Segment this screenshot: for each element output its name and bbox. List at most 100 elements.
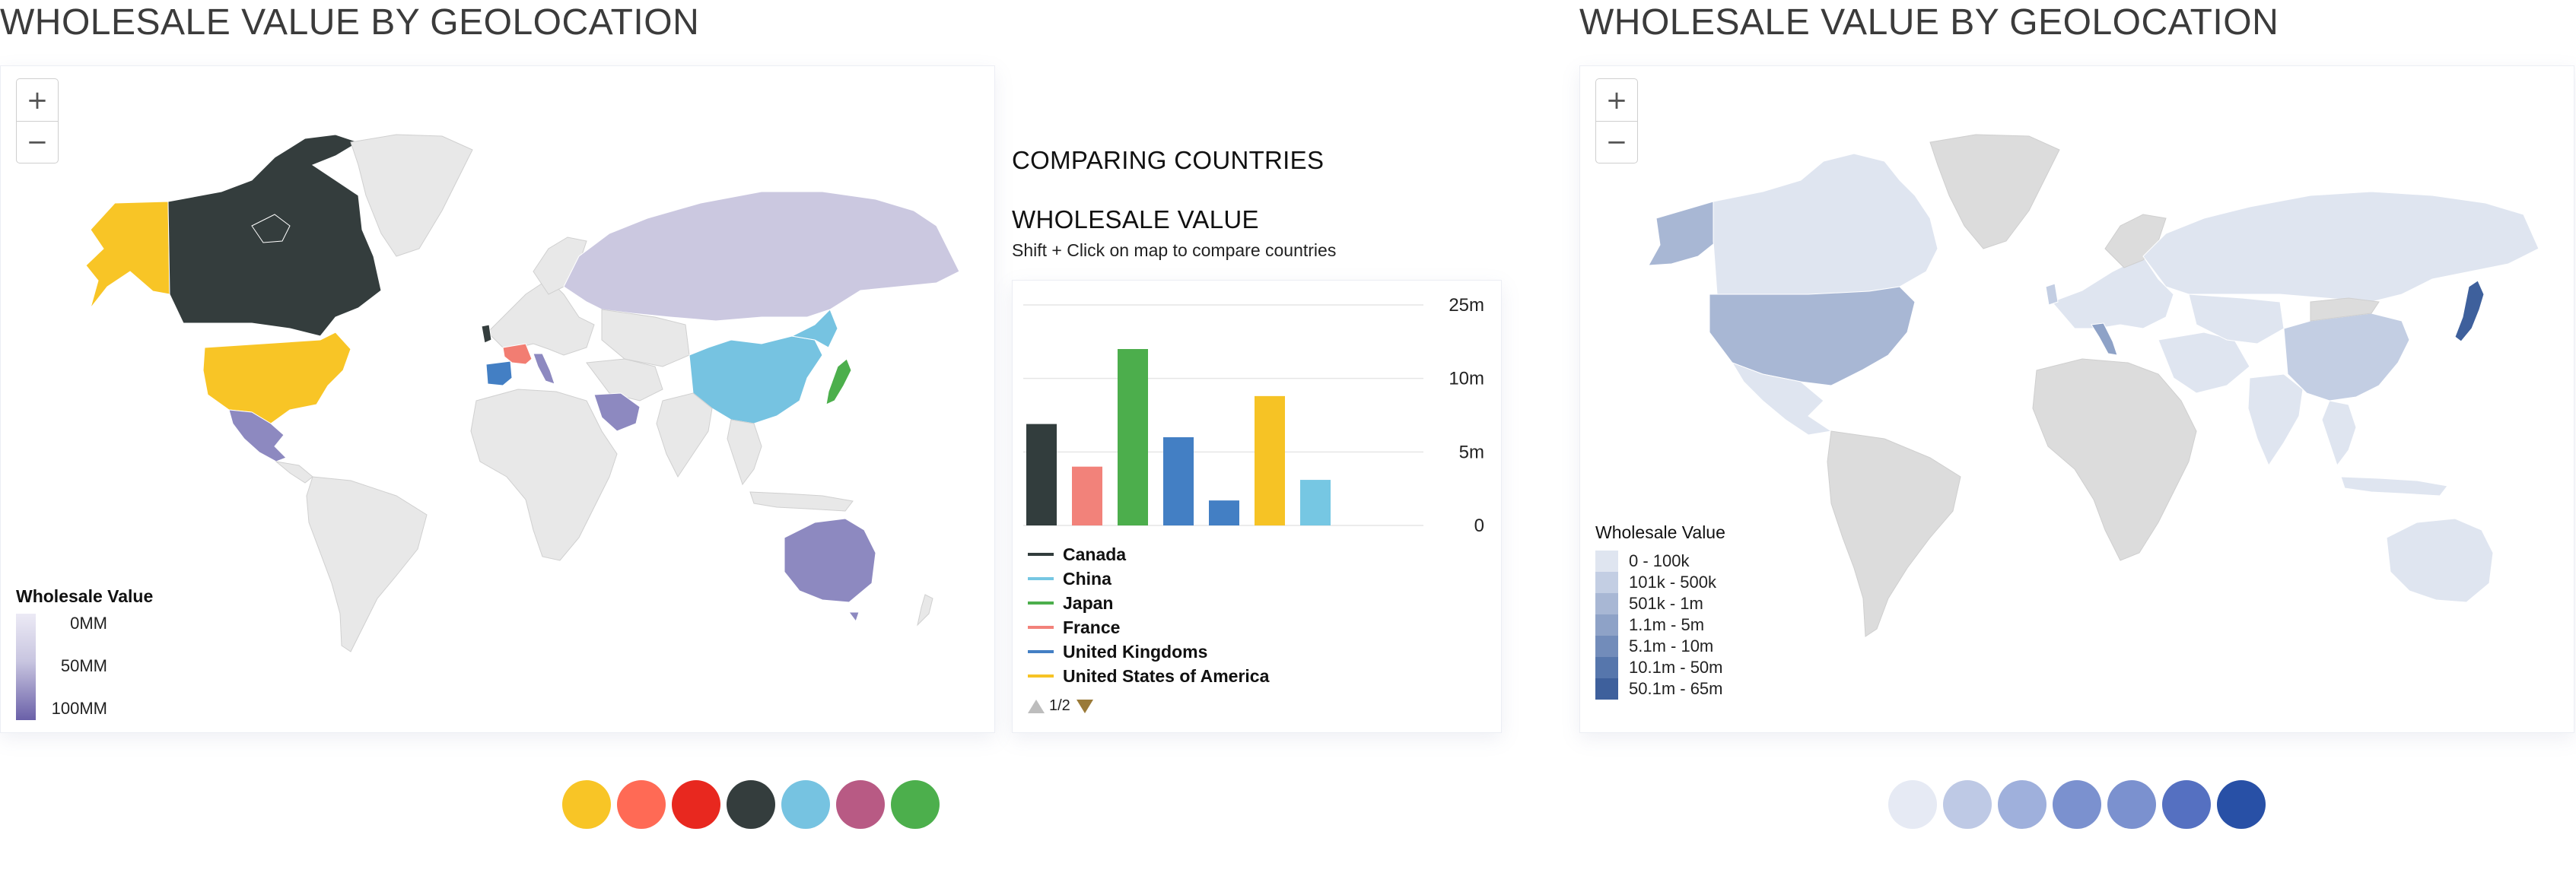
map-region-mongolia[interactable] [2310, 297, 2380, 322]
map-region-india[interactable] [656, 392, 713, 478]
map-region-usa[interactable] [202, 332, 351, 424]
chart-bar[interactable] [1163, 437, 1194, 525]
chart-bar[interactable] [1072, 466, 1102, 525]
legend-range-label: 101k - 500k [1629, 573, 1716, 592]
right-color-palette [1888, 780, 2272, 829]
palette-dot-blue-1[interactable] [1888, 780, 1937, 829]
map-region-southeast-asia[interactable] [2321, 400, 2357, 467]
map-region-scandinavia[interactable] [533, 236, 587, 295]
map-region-japan[interactable] [2454, 280, 2485, 342]
legend-item-united-kingdoms[interactable]: United Kingdoms [1028, 640, 1269, 664]
left-world-map[interactable]: + − Wholesale Value 0MM 50MM 100MM [0, 65, 995, 733]
right-legend-title: Wholesale Value [1595, 522, 1725, 542]
legend-range-label: 0 - 100k [1629, 551, 1690, 570]
map-region-scandinavia[interactable] [2104, 214, 2167, 268]
right-world-map[interactable]: + − Wholesale Value 0 - 100k 101k - 500k… [1579, 65, 2574, 733]
palette-dot-blue-2[interactable] [1943, 780, 1992, 829]
palette-dot-yellow[interactable] [562, 780, 611, 829]
legend-swatch [1595, 572, 1618, 593]
map-region-china[interactable] [689, 335, 823, 424]
left-zoom-out-button[interactable]: − [17, 121, 58, 163]
y-tick-label: 5m [1459, 442, 1484, 462]
y-tick-label: 10m [1449, 369, 1484, 389]
map-region-south-america[interactable] [306, 476, 428, 652]
map-region-central-asia[interactable] [601, 309, 690, 367]
palette-dot-blue-4[interactable] [2053, 780, 2101, 829]
map-region-uk[interactable] [481, 324, 492, 344]
palette-dot-blue-7[interactable] [2217, 780, 2266, 829]
map-region-northeast-china[interactable] [790, 309, 838, 348]
map-region-mexico[interactable] [228, 409, 287, 462]
map-region-south-america[interactable] [1827, 430, 1961, 637]
map-region-france[interactable] [502, 343, 533, 365]
legend-swatch [1595, 593, 1618, 614]
map-region-saudi-arabia[interactable] [593, 392, 641, 432]
map-region-australia[interactable] [784, 518, 876, 603]
legend-label: United States of America [1063, 665, 1270, 686]
palette-dot-magenta[interactable] [836, 780, 885, 829]
map-region-central-asia[interactable] [2188, 294, 2285, 344]
legend-swatch [1595, 614, 1618, 636]
map-region-china[interactable] [2283, 313, 2410, 402]
legend-range-item: 501k - 1m [1595, 593, 1725, 614]
map-region-africa[interactable] [2032, 358, 2197, 561]
map-region-italy[interactable] [2091, 322, 2118, 356]
legend-swatch [1028, 553, 1054, 556]
map-region-canada[interactable] [1713, 153, 1938, 295]
right-zoom-out-button[interactable]: − [1596, 121, 1637, 163]
right-zoom-in-button[interactable]: + [1605, 84, 1628, 116]
pager-up-arrow-icon[interactable] [1028, 699, 1045, 713]
chart-bar[interactable] [1118, 349, 1148, 525]
legend-swatch [1028, 650, 1054, 653]
left-map-canvas[interactable] [1, 66, 995, 733]
pager-down-arrow-icon[interactable] [1076, 699, 1093, 713]
palette-dot-red[interactable] [672, 780, 720, 829]
palette-dot-sky-blue[interactable] [781, 780, 830, 829]
map-region-japan[interactable] [825, 358, 852, 405]
palette-dot-charcoal[interactable] [727, 780, 775, 829]
legend-item-usa[interactable]: United States of America [1028, 664, 1269, 688]
chart-bar[interactable] [1300, 480, 1331, 525]
map-region-greenland[interactable] [350, 134, 473, 257]
chart-bar[interactable] [1209, 500, 1239, 525]
map-region-india[interactable] [2247, 373, 2304, 467]
palette-dot-salmon[interactable] [617, 780, 666, 829]
legend-swatch [1028, 601, 1054, 605]
map-region-central-america[interactable] [275, 461, 313, 484]
legend-swatch [1028, 577, 1054, 580]
palette-dot-blue-6[interactable] [2162, 780, 2211, 829]
legend-range-label: 10.1m - 50m [1629, 658, 1723, 677]
wholesale-value-heading: WHOLESALE VALUE [1012, 205, 1259, 233]
map-region-middle-east[interactable] [2158, 332, 2250, 394]
map-region-indonesia[interactable] [749, 491, 854, 512]
map-region-italy[interactable] [533, 353, 555, 385]
map-region-greenland[interactable] [1929, 134, 2060, 249]
legend-item-china[interactable]: China [1028, 567, 1269, 591]
chart-bar[interactable] [1255, 395, 1285, 525]
map-region-alaska[interactable] [1648, 201, 1718, 266]
left-zoom-in-button[interactable]: + [26, 84, 49, 116]
palette-dot-blue-3[interactable] [1998, 780, 2046, 829]
right-map-canvas[interactable] [1580, 66, 2574, 733]
map-region-spain[interactable] [485, 360, 513, 386]
map-region-uk[interactable] [2045, 283, 2059, 306]
map-region-australia[interactable] [2386, 518, 2494, 603]
chart-bar[interactable] [1026, 424, 1057, 525]
map-region-russia[interactable] [563, 191, 960, 322]
map-region-africa[interactable] [470, 389, 618, 561]
legend-item-france[interactable]: France [1028, 615, 1269, 640]
legend-item-canada[interactable]: Canada [1028, 542, 1269, 567]
map-region-indonesia[interactable] [2340, 476, 2448, 497]
legend-range-item: 1.1m - 5m [1595, 614, 1725, 636]
map-region-tasmania[interactable] [848, 611, 860, 623]
legend-item-japan[interactable]: Japan [1028, 591, 1269, 615]
map-region-new-zealand[interactable] [917, 594, 933, 627]
y-tick-label: 0 [1474, 516, 1484, 532]
map-region-southeast-asia[interactable] [727, 419, 762, 486]
palette-dot-green[interactable] [891, 780, 940, 829]
map-region-canada-islands[interactable] [251, 214, 291, 243]
map-region-russia[interactable] [2142, 191, 2539, 303]
palette-dot-blue-5[interactable] [2107, 780, 2156, 829]
map-region-alaska[interactable] [85, 201, 170, 309]
chart-legend: Canada China Japan France United Kingdom… [1028, 542, 1269, 688]
